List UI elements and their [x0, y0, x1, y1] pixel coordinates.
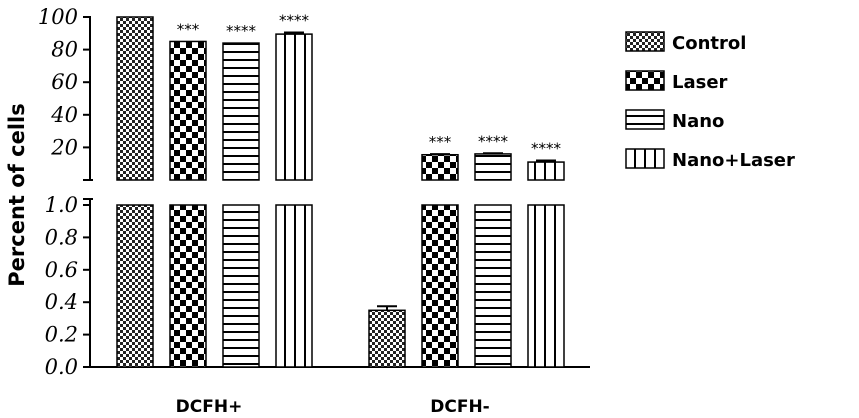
legend: Control Laser Nano Nano+Laser [625, 31, 795, 171]
y-tick-label-lower: 0.0 [45, 355, 78, 379]
category-labels: DCFH+ DCFH- [176, 397, 490, 417]
y-tick-label-upper: 80 [51, 38, 78, 62]
bars: *** *********** **** **** [116, 11, 565, 368]
legend-swatch [625, 70, 665, 91]
significance-label: **** [279, 11, 310, 29]
bar [368, 309, 406, 368]
legend-swatch [625, 31, 665, 52]
bar [116, 16, 154, 181]
y-tick-label-lower: 0.6 [45, 258, 78, 282]
significance-label: **** [531, 139, 562, 157]
bar [474, 153, 512, 181]
y-tick-label-upper: 40 [50, 103, 78, 127]
legend-label: Laser [672, 72, 728, 93]
legend-swatch [625, 148, 665, 169]
bar [222, 42, 260, 181]
bar-lower-part [421, 204, 459, 368]
y-tick-label-lower: 0.4 [45, 290, 78, 314]
legend-label: Control [672, 33, 746, 54]
significance-label: *** [429, 133, 452, 151]
y-tick-label-lower: 1.0 [45, 193, 78, 217]
significance-label: **** [226, 22, 257, 40]
bar [421, 153, 459, 181]
significance-label: **** [478, 132, 509, 150]
significance-label: *** [177, 20, 200, 38]
bar [169, 40, 207, 181]
y-tick-label-upper: 60 [51, 70, 78, 94]
bar-lower-part [222, 204, 260, 368]
bar-lower-part [169, 204, 207, 368]
y-tick-label-lower: 0.8 [45, 225, 78, 249]
legend-label: Nano+Laser [672, 150, 795, 171]
legend-label: Nano [672, 111, 724, 132]
y-tick-label-upper: 100 [38, 5, 78, 29]
bar-lower-part [527, 204, 565, 368]
y-tick-label-lower: 0.2 [45, 323, 78, 347]
bar [275, 33, 313, 181]
x-category-label: DCFH+ [176, 397, 243, 417]
legend-swatch [625, 109, 665, 130]
bar-lower-part [116, 204, 154, 368]
x-category-label: DCFH- [430, 397, 489, 417]
bar-lower-part [474, 204, 512, 368]
bar-lower-part [275, 204, 313, 368]
axes: 20 40 60 80 100 0.0 0.2 0.4 0.6 0.8 1.0 [38, 5, 590, 379]
y-tick-label-upper: 20 [50, 135, 78, 159]
bar [527, 161, 565, 181]
y-axis-label: Percent of cells [5, 103, 29, 286]
